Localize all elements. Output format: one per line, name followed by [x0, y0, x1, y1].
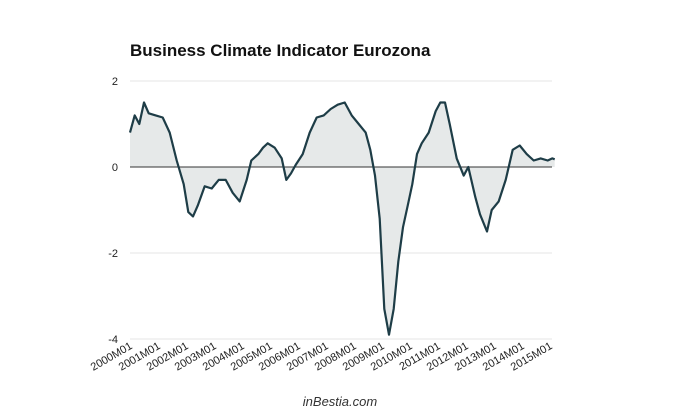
chart-title: Business Climate Indicator Eurozona [130, 41, 431, 60]
source-credit: inBestia.com [303, 394, 378, 409]
area-fill [130, 102, 555, 335]
series-line [128, 101, 556, 336]
gridlines [130, 80, 552, 340]
y-tick-label: 0 [112, 162, 118, 174]
y-axis: 2 0 -2 -4 [108, 76, 118, 346]
y-tick-label: -4 [108, 334, 118, 346]
plot-area [128, 101, 556, 336]
x-axis: 2000M012001M012002M012003M012004M012005M… [89, 340, 555, 373]
y-tick-label: 2 [112, 76, 118, 88]
y-tick-label: -2 [108, 248, 118, 260]
